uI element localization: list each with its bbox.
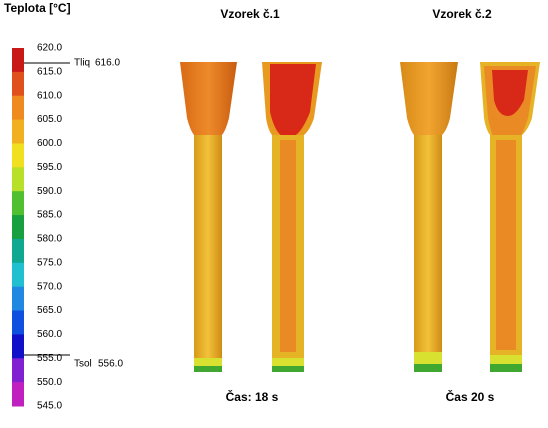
- sample-time: Čas 20 s: [446, 389, 495, 404]
- legend-swatch: [12, 215, 24, 240]
- casting-exterior: [400, 62, 458, 372]
- sample-title: Vzorek č.1: [220, 7, 280, 21]
- legend-tick-label: 590.0: [37, 186, 62, 197]
- legend-tick-label: 600.0: [37, 138, 62, 149]
- legend-tick-label: 610.0: [37, 90, 62, 101]
- legend-tick-label: 570.0: [37, 281, 62, 292]
- legend-swatch: [12, 238, 24, 264]
- legend-tick-label: 595.0: [37, 162, 62, 173]
- sample-time: Čas: 18 s: [226, 389, 279, 404]
- legend-tick-label: 555.0: [37, 353, 62, 364]
- legend-swatch: [12, 191, 24, 216]
- sample-title: Vzorek č.2: [432, 7, 492, 21]
- legend-tick-label: 615.0: [37, 67, 62, 78]
- solidus-label: Tsol: [74, 359, 92, 370]
- casting-exterior: [180, 62, 237, 372]
- legend-title: Teplota [°C]: [4, 1, 71, 15]
- legend-swatch: [12, 95, 24, 121]
- legend-swatch: [12, 334, 24, 359]
- legend-swatch: [12, 358, 24, 383]
- liquidus-label: Tliq: [74, 58, 90, 69]
- legend-tick-label: 575.0: [37, 257, 62, 268]
- legend-swatch: [12, 286, 24, 312]
- legend-tick-label: 580.0: [37, 234, 62, 245]
- legend-tick-label: 545.0: [37, 401, 62, 412]
- legend-tick-label: 605.0: [37, 114, 62, 125]
- legend-tick-label: 565.0: [37, 305, 62, 316]
- liquidus-value: 616.0: [95, 58, 120, 69]
- legend-swatch: [12, 262, 24, 288]
- legend-swatch: [12, 143, 24, 168]
- legend-swatch: [12, 310, 24, 335]
- legend-swatch: [12, 167, 24, 192]
- solidus-value: 556.0: [98, 359, 123, 370]
- legend: 620.0 615.0 610.0 605.0 600.0 595.0 590.0 585.0…: [12, 43, 62, 412]
- legend-swatch: [12, 119, 24, 144]
- legend-tick-label: 550.0: [37, 377, 62, 388]
- legend-tick-label: 560.0: [37, 329, 62, 340]
- casting-section: [262, 62, 322, 372]
- legend-swatch: [12, 48, 24, 73]
- legend-swatch: [12, 71, 24, 97]
- legend-tick-label: 585.0: [37, 210, 62, 221]
- legend-tick-label: 620.0: [37, 43, 62, 54]
- casting-section: [480, 62, 540, 372]
- legend-swatch: [12, 382, 24, 407]
